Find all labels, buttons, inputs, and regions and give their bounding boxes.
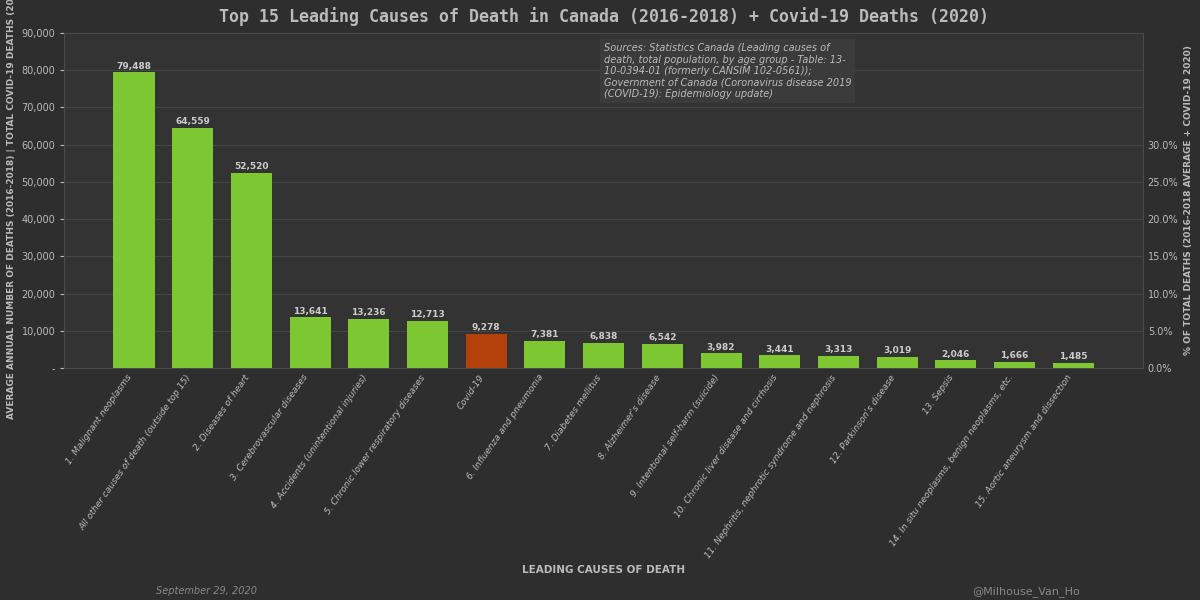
Text: 13,641: 13,641 (293, 307, 328, 316)
Bar (760, 355, 800, 368)
Text: 7,381: 7,381 (530, 330, 559, 339)
Text: 1,666: 1,666 (1001, 352, 1028, 361)
Text: September 29, 2020: September 29, 2020 (156, 586, 257, 596)
Text: 3,019: 3,019 (883, 346, 911, 355)
Text: 12,713: 12,713 (410, 310, 445, 319)
Bar (642, 344, 683, 368)
Text: 3,441: 3,441 (766, 345, 794, 354)
Bar (114, 72, 155, 368)
Y-axis label: % OF TOTAL DEATHS (2016-2018 AVERAGE + COVID-19 2020): % OF TOTAL DEATHS (2016-2018 AVERAGE + C… (1184, 46, 1193, 355)
Bar (524, 341, 565, 368)
Bar (230, 173, 272, 368)
Bar (407, 321, 448, 368)
Bar (877, 357, 918, 368)
Bar (466, 334, 506, 368)
Text: 3,982: 3,982 (707, 343, 736, 352)
Text: 9,278: 9,278 (472, 323, 500, 332)
Text: 3,313: 3,313 (824, 345, 853, 354)
Text: 13,236: 13,236 (352, 308, 386, 317)
Text: 2,046: 2,046 (942, 350, 970, 359)
Bar (289, 317, 331, 368)
Title: Top 15 Leading Causes of Death in Canada (2016-2018) + Covid-19 Deaths (2020): Top 15 Leading Causes of Death in Canada… (218, 7, 989, 26)
Text: 79,488: 79,488 (116, 62, 151, 71)
Text: 64,559: 64,559 (175, 117, 210, 126)
Bar (583, 343, 624, 368)
Text: 1,485: 1,485 (1060, 352, 1087, 361)
X-axis label: LEADING CAUSES OF DEATH: LEADING CAUSES OF DEATH (522, 565, 685, 575)
Text: 6,542: 6,542 (648, 333, 677, 342)
Bar (935, 361, 977, 368)
Y-axis label: AVERAGE ANNUAL NUMBER OF DEATHS (2016-2018) | TOTAL COVID-19 DEATHS (2020): AVERAGE ANNUAL NUMBER OF DEATHS (2016-20… (7, 0, 16, 419)
Bar (994, 362, 1036, 368)
Text: @Milhouse_Van_Ho: @Milhouse_Van_Ho (972, 586, 1080, 597)
Bar (818, 356, 859, 368)
Text: 6,838: 6,838 (589, 332, 618, 341)
Text: 52,520: 52,520 (234, 162, 269, 171)
Bar (701, 353, 742, 368)
Bar (1052, 362, 1094, 368)
Text: Sources: Statistics Canada (Leading causes of
death, total population, by age gr: Sources: Statistics Canada (Leading caus… (604, 43, 851, 100)
Bar (348, 319, 389, 368)
Bar (172, 128, 214, 368)
